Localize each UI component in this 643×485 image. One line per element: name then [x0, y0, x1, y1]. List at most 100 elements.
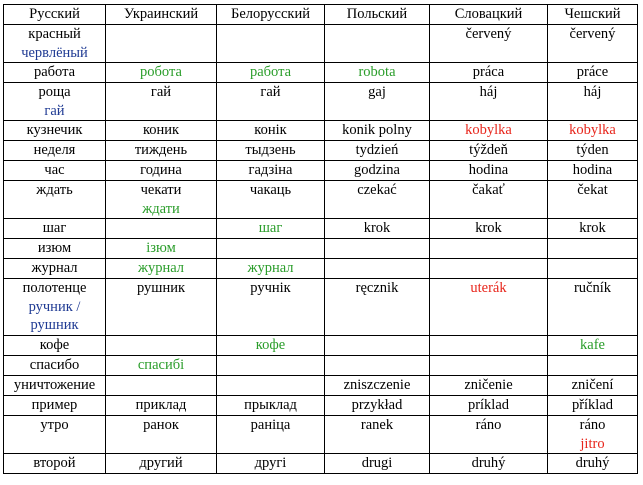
- cell-czech: krok: [547, 218, 638, 239]
- word: гай: [260, 84, 281, 100]
- word: robota: [358, 64, 396, 80]
- word: przykład: [351, 397, 403, 413]
- cell-czech: [547, 258, 638, 279]
- cell-russian: утро: [3, 415, 106, 454]
- word: журнал: [137, 260, 185, 276]
- table-row: второй другий другі drugi druhý druhý: [3, 453, 638, 474]
- cell-polish: ręcznik: [324, 278, 430, 336]
- word: příklad: [571, 397, 614, 413]
- cell-czech: ráno jitro: [547, 415, 638, 454]
- word: druhý: [471, 455, 506, 471]
- cell-ukrainian: чекати ждати: [105, 180, 217, 219]
- cell-belarusian: [216, 24, 325, 63]
- cell-slovak: týždeň: [429, 140, 548, 161]
- table-row: изюм ізюм: [3, 238, 638, 259]
- word: ранок: [143, 417, 179, 433]
- cell-belarusian: тыдзень: [216, 140, 325, 161]
- cell-russian: работа: [3, 62, 106, 83]
- cell-polish: zniszczenie: [324, 375, 430, 396]
- word: krok: [475, 220, 502, 236]
- word: ręcznik: [355, 280, 399, 296]
- table-row: пример приклад прыклад przykład príklad příkl…: [3, 395, 638, 416]
- word: коник: [142, 122, 180, 138]
- cell-polish: [324, 355, 430, 376]
- cell-russian: кузнечик: [3, 120, 106, 141]
- cell-russian: неделя: [3, 140, 106, 161]
- word: zničenie: [464, 377, 513, 393]
- word: другий: [139, 455, 183, 471]
- cell-slovak: červený: [429, 24, 548, 63]
- cell-belarusian: шаг: [216, 218, 325, 239]
- word: drugi: [361, 455, 393, 471]
- word: háj: [479, 84, 498, 100]
- cell-polish: drugi: [324, 453, 430, 474]
- word: tydzień: [355, 142, 399, 158]
- word: ждать: [36, 182, 73, 198]
- word: týden: [576, 142, 609, 158]
- cell-belarusian: работа: [216, 62, 325, 83]
- cell-ukrainian: другий: [105, 453, 217, 474]
- cell-polish: godzina: [324, 160, 430, 181]
- table-row: кузнечик коник конік konik polny kobylka koby…: [3, 120, 638, 141]
- table-row: ждать чекати ждати чакаць czekać čakať čekat: [3, 180, 638, 219]
- cell-czech: příklad: [547, 395, 638, 416]
- word: журнал: [247, 260, 294, 276]
- word: ручнік: [250, 280, 291, 296]
- cell-ukrainian: рушник: [105, 278, 217, 336]
- cell-belarusian: другі: [216, 453, 325, 474]
- header-czech: Чешский: [547, 4, 638, 25]
- cell-slovak: práca: [429, 62, 548, 83]
- cell-belarusian: гадзіна: [216, 160, 325, 181]
- header-row: Русский Украинский Белорусский Польский …: [3, 4, 638, 25]
- cell-ukrainian: робота: [105, 62, 217, 83]
- word: červený: [569, 26, 616, 42]
- word: кофе: [39, 337, 70, 353]
- cell-polish: [324, 24, 430, 63]
- word: чакаць: [249, 182, 292, 198]
- cell-russian: спасибо: [3, 355, 106, 376]
- cell-belarusian: [216, 375, 325, 396]
- word: уничтожение: [13, 377, 96, 393]
- word: práce: [576, 64, 609, 80]
- word: изюм: [37, 240, 72, 256]
- word: ručník: [573, 280, 612, 296]
- word: godzina: [354, 162, 400, 178]
- word: кузнечик: [26, 122, 83, 138]
- word: червлёный: [21, 44, 88, 61]
- word: неделя: [33, 142, 76, 158]
- cell-czech: zničení: [547, 375, 638, 396]
- word: čekat: [577, 182, 608, 198]
- cell-polish: [324, 258, 430, 279]
- cell-ukrainian: гай: [105, 82, 217, 121]
- word: полотенце: [22, 280, 87, 296]
- cell-slovak: uterák: [429, 278, 548, 336]
- table-row: уничтожение zniszczenie zničenie zničení: [3, 375, 638, 396]
- word: тыдзень: [245, 142, 296, 158]
- cell-belarusian: чакаць: [216, 180, 325, 219]
- cell-polish: robota: [324, 62, 430, 83]
- word: uterák: [470, 280, 507, 296]
- word: красный: [28, 26, 81, 42]
- word: zničení: [571, 377, 614, 393]
- cell-russian: кофе: [3, 335, 106, 356]
- cell-czech: [547, 238, 638, 259]
- word: рушник: [136, 280, 186, 296]
- cell-slovak: [429, 238, 548, 259]
- word: krok: [579, 220, 606, 236]
- table-body: красный червлёный červený červený работа робо…: [3, 24, 638, 474]
- word: czekać: [357, 182, 397, 198]
- header-russian: Русский: [3, 4, 106, 25]
- word: раніца: [250, 417, 291, 433]
- cell-russian: уничтожение: [3, 375, 106, 396]
- word: утро: [40, 417, 69, 433]
- word: тиждень: [134, 142, 188, 158]
- word: рушник: [30, 317, 79, 333]
- word: druhý: [575, 455, 610, 471]
- word: čakať: [472, 182, 505, 198]
- word: роща: [38, 84, 71, 100]
- cell-polish: krok: [324, 218, 430, 239]
- cell-slovak: hodina: [429, 160, 548, 181]
- word: спасибо: [29, 357, 80, 373]
- cell-ukrainian: ранок: [105, 415, 217, 454]
- word: час: [44, 162, 65, 178]
